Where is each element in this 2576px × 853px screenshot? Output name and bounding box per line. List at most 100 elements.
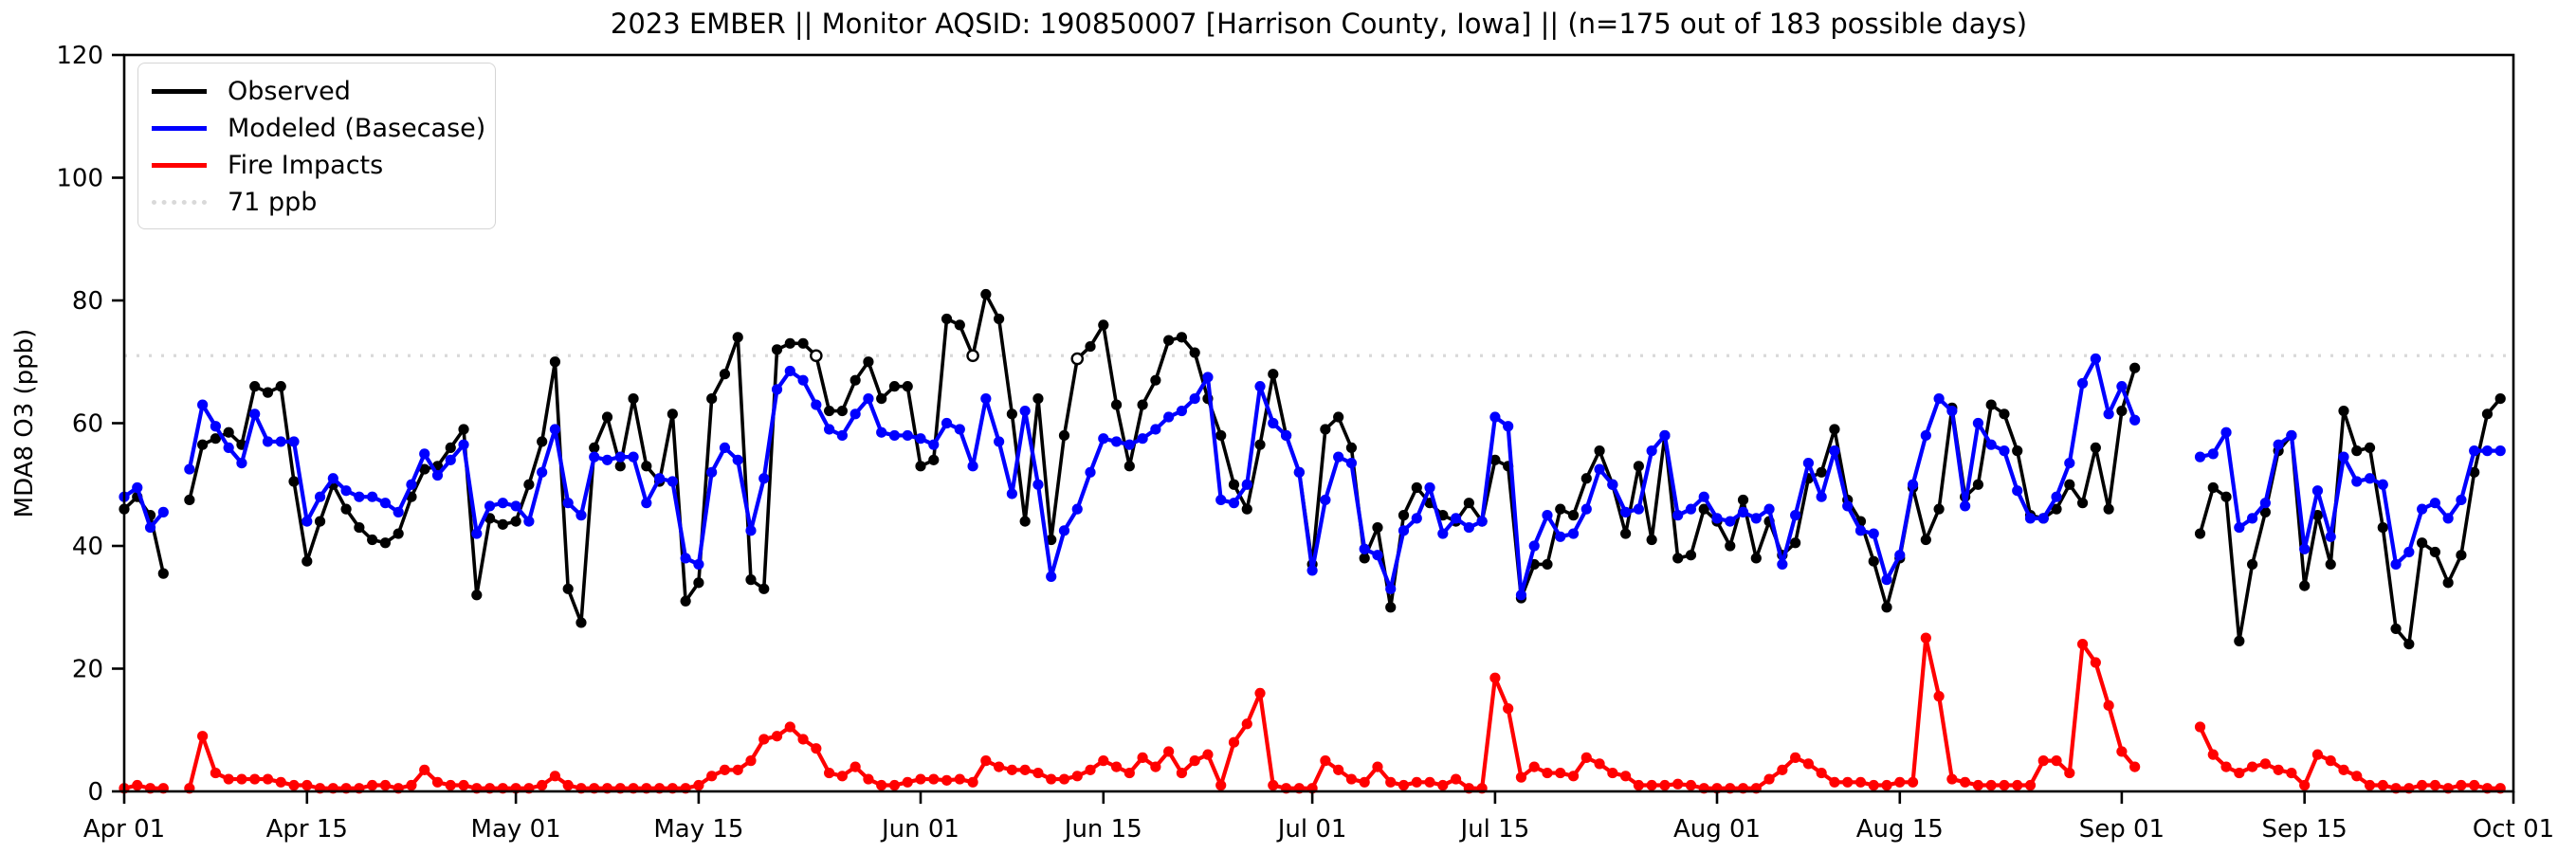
data-point-modeled (824, 424, 835, 435)
data-point-observed (1620, 528, 1632, 539)
data-point-observed (980, 288, 992, 300)
data-point-fire (2194, 721, 2206, 733)
data-point-modeled (732, 454, 743, 465)
data-point-fire (1620, 771, 1632, 782)
data-point-fire (2076, 639, 2089, 650)
data-point-modeled (2051, 491, 2062, 502)
data-point-fire (1972, 779, 1984, 791)
data-point-observed (510, 516, 521, 527)
data-point-observed (1750, 553, 1762, 564)
data-point-modeled (915, 433, 926, 445)
data-point-observed (354, 521, 365, 534)
data-point-fire (1411, 776, 1422, 788)
data-point-fire (706, 771, 718, 782)
data-point-observed (732, 332, 743, 343)
data-point-modeled (1555, 531, 1566, 542)
data-point-fire (1868, 779, 1879, 791)
x-tick-label: Jun 15 (1063, 815, 1142, 844)
data-point-fire (2311, 749, 2324, 760)
data-point-modeled (1333, 451, 1344, 463)
data-point-observed (393, 528, 404, 539)
series-line-modeled (2200, 430, 2501, 567)
data-point-modeled (1737, 506, 1749, 517)
data-point-fire (2090, 657, 2101, 668)
data-point-fire (1176, 767, 1188, 779)
data-point-modeled (2076, 377, 2089, 390)
data-point-observed (2090, 442, 2101, 453)
data-point-observed (2116, 405, 2128, 417)
data-point-modeled (2194, 451, 2206, 463)
series-line-observed (188, 292, 2137, 625)
data-point-modeled (458, 439, 469, 450)
data-point-fire (1933, 691, 1945, 702)
data-point-modeled (1293, 466, 1305, 478)
data-point-observed (1070, 352, 1085, 366)
data-point-modeled (1150, 424, 1161, 435)
data-point-fire (549, 771, 561, 782)
data-point-observed (1163, 335, 1175, 346)
data-point-modeled (2273, 439, 2284, 450)
data-point-modeled (1463, 521, 1474, 534)
data-point-observed (288, 476, 300, 487)
data-point-modeled (2403, 546, 2415, 558)
data-point-modeled (1907, 479, 1919, 490)
data-point-fire (2220, 761, 2232, 772)
data-point-modeled (2234, 521, 2245, 534)
data-point-fire (1202, 749, 1214, 760)
data-point-fire (1124, 767, 1135, 779)
data-point-observed (1241, 503, 1252, 515)
data-point-fire (1946, 773, 1958, 785)
data-point-observed (1098, 319, 1109, 331)
data-point-fire (719, 764, 731, 775)
data-point-modeled (1515, 590, 1527, 601)
data-point-fire (954, 773, 965, 785)
data-point-modeled (1359, 543, 1370, 554)
data-point-modeled (1881, 574, 1892, 586)
x-tick-label: Sep 15 (2261, 815, 2347, 844)
data-point-modeled (1306, 565, 1318, 576)
data-point-modeled (1124, 439, 1135, 450)
data-point-fire (863, 773, 874, 785)
data-point-fire (2456, 779, 2467, 791)
data-point-modeled (1985, 439, 1997, 450)
data-point-fire (1881, 779, 1892, 791)
data-point-observed (1032, 393, 1044, 405)
data-point-observed (2403, 639, 2415, 650)
data-point-modeled (1528, 540, 1540, 552)
data-point-modeled (2390, 558, 2402, 571)
data-point-modeled (1110, 436, 1123, 447)
data-point-modeled (954, 424, 965, 435)
data-point-observed (471, 590, 483, 601)
data-point-fire (1032, 767, 1044, 779)
data-point-modeled (994, 436, 1005, 447)
data-point-modeled (1790, 510, 1801, 521)
legend-item-fire: Fire Impacts (152, 147, 478, 184)
data-point-observed (1685, 550, 1697, 561)
data-point-modeled (1411, 513, 1422, 524)
data-point-fire (1228, 736, 1240, 748)
data-point-fire (275, 776, 286, 788)
data-point-observed (2129, 362, 2141, 373)
data-point-observed (2481, 408, 2494, 420)
data-point-observed (2456, 550, 2467, 561)
data-point-observed (994, 313, 1005, 325)
data-point-observed (966, 349, 979, 363)
data-point-modeled (144, 521, 156, 534)
data-point-fire (562, 779, 574, 791)
chart-title: 2023 EMBER || Monitor AQSID: 190850007 [… (610, 8, 2028, 40)
data-point-fire (1580, 752, 1592, 763)
y-tick-label: 40 (72, 533, 103, 561)
data-point-fire (1268, 779, 1279, 791)
data-point-fire (811, 743, 822, 754)
data-point-modeled (1763, 503, 1775, 515)
data-point-fire (1320, 755, 1331, 767)
data-point-observed (1085, 340, 1096, 353)
data-point-modeled (1071, 503, 1083, 515)
data-point-modeled (1685, 503, 1697, 515)
data-point-modeled (1868, 528, 1879, 539)
data-point-modeled (1046, 571, 1057, 582)
data-point-modeled (445, 454, 456, 465)
data-point-observed (340, 503, 352, 515)
data-point-fire (132, 779, 143, 791)
data-point-observed (445, 442, 456, 453)
